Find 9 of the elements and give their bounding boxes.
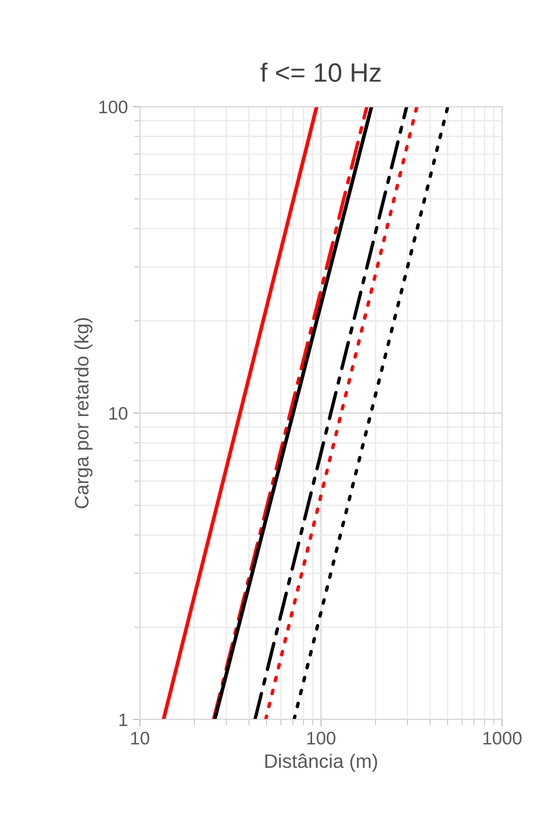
chart-title: f <= 10 Hz [260,62,381,82]
y-tick-label: 100 [99,100,128,114]
x-axis-title: Distância (m) [265,754,378,772]
y-tick-label: 1 [119,714,128,726]
y-axis-title: Carga por retardo (kg) [74,318,92,508]
y-tick-label: 10 [109,407,128,420]
x-tick-label: 1000 [483,732,522,745]
x-tick-label: 100 [307,732,336,745]
x-tick-label: 10 [131,732,150,745]
